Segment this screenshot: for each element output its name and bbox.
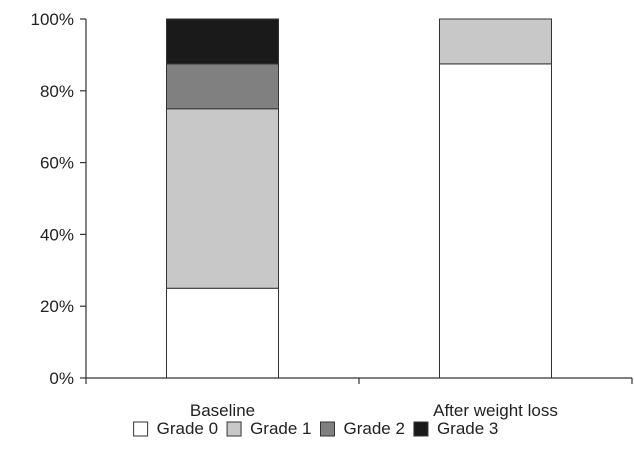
legend-label: Grade 3 [437, 419, 498, 438]
legend-swatch [133, 421, 149, 437]
y-tick-label: 40% [40, 225, 74, 244]
legend-swatch [226, 421, 242, 437]
y-tick-label: 20% [40, 297, 74, 316]
legend-label: Grade 2 [344, 419, 405, 438]
bar-segment-grade-1 [439, 18, 552, 65]
bar-segment-grade-0 [439, 63, 552, 379]
bars-group [166, 18, 552, 379]
x-category-label: After weight loss [433, 401, 558, 420]
legend-swatch [320, 421, 335, 437]
y-tick-label: 60% [40, 154, 74, 173]
y-tick-label: 80% [40, 82, 74, 101]
bar-segment-grade-3 [166, 18, 279, 65]
legend: Grade 0 Grade 1 Grade 2 Grade 3 [133, 419, 498, 438]
legend-label: Grade 0 [157, 419, 218, 438]
y-axis-ticks: 0% 20% 40% 60% 80% 100% [31, 10, 86, 388]
bar-segment-grade-2 [166, 63, 279, 110]
bar-segment-grade-1 [166, 108, 279, 289]
x-category-label: Baseline [190, 401, 255, 420]
y-tick-label: 0% [49, 369, 74, 388]
x-axis-ticks: Baseline After weight loss [85, 378, 633, 420]
y-tick-label: 100% [31, 10, 74, 29]
legend-label: Grade 1 [250, 419, 311, 438]
bar-segment-grade-0 [166, 287, 279, 379]
legend-swatch [413, 421, 429, 437]
